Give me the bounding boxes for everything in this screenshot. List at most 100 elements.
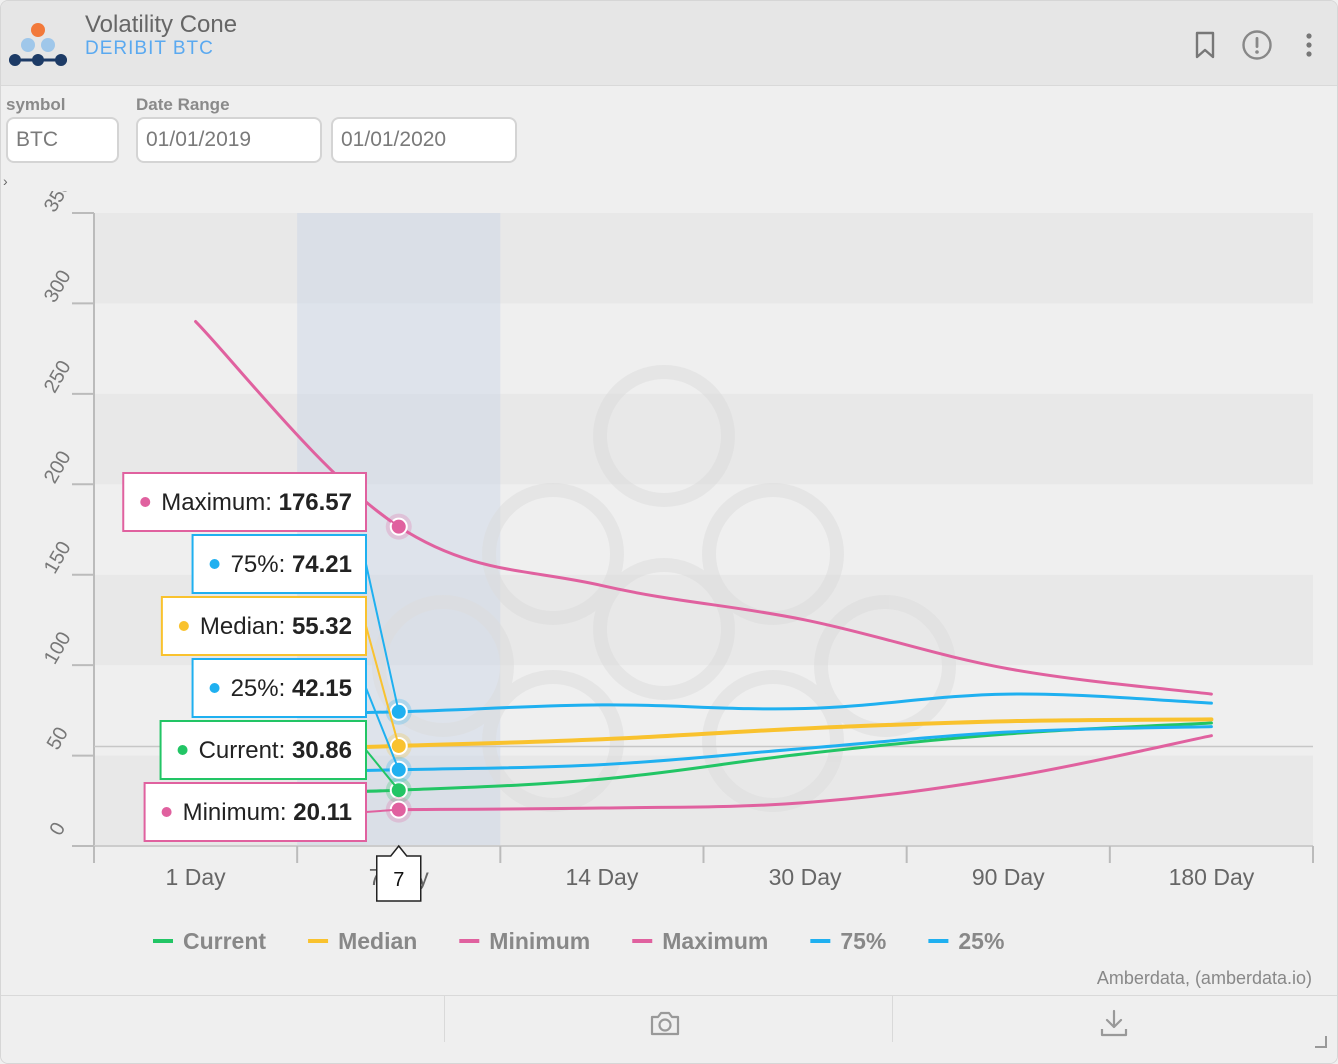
tooltip-dot <box>178 621 189 631</box>
collapse-toggle-chevron-icon[interactable]: › <box>3 173 8 189</box>
tooltip-dot <box>161 807 172 817</box>
tooltip-maximum: Maximum: 176.57 <box>122 472 400 532</box>
tooltip-connector <box>365 749 400 791</box>
series-line-75pct[interactable] <box>194 692 1213 718</box>
bookmark-icon[interactable] <box>1189 29 1221 61</box>
tooltip-value: 176.57 <box>279 489 352 516</box>
tooltip-category-label: 7 <box>393 869 404 891</box>
tooltip-label: Current: <box>199 737 292 764</box>
chart-legend: Current Median Minimum Maximum 75% 25% <box>153 928 1004 954</box>
svg-text:75%: 74.21: 75%: 74.21 <box>231 551 352 578</box>
tooltip-connector <box>365 501 400 528</box>
watermark-logo <box>372 365 956 812</box>
tooltip-connector <box>365 808 399 813</box>
tooltip-category: 7 <box>376 844 422 902</box>
svg-text:Minimum: 20.11: Minimum: 20.11 <box>183 799 352 826</box>
tooltip-dot <box>177 745 188 755</box>
amberdata-logo <box>9 23 67 66</box>
tooltip-category-box <box>376 844 422 902</box>
series-line-minimum[interactable] <box>397 734 1213 812</box>
legend-label: Median <box>338 928 417 954</box>
info-icon[interactable] <box>1241 29 1273 61</box>
tooltip-label: Median: <box>200 613 292 640</box>
tooltip-dot <box>140 497 151 507</box>
svg-text:Median: 55.32: Median: 55.32 <box>200 613 352 640</box>
widget-subtitle: DERIBIT BTC <box>85 38 214 59</box>
legend-label: Current <box>183 928 266 954</box>
legend-item-75pct[interactable]: 75% <box>810 928 886 954</box>
footer-divider <box>892 996 893 1042</box>
tooltip-25pct: 25%: 42.15 <box>191 658 400 771</box>
y-tick-label: 50 <box>43 723 73 753</box>
x-tick-label: 1 Day <box>166 864 227 890</box>
legend-label: 75% <box>840 928 886 954</box>
resize-handle[interactable] <box>1315 1036 1327 1048</box>
y-tick-label: 300 <box>40 266 76 306</box>
tooltip-label: 75%: <box>231 551 292 578</box>
x-tick-label: 14 Day <box>565 864 638 890</box>
tooltip-label: Maximum: <box>161 489 278 516</box>
tooltip-minimum: Minimum: 20.11 <box>143 782 399 842</box>
tooltip-label: 25%: <box>231 675 292 702</box>
tooltip-connector <box>365 625 400 747</box>
date-range-label: Date Range <box>136 95 230 114</box>
svg-text:25%: 42.15: 25%: 42.15 <box>231 675 352 702</box>
tooltip-box <box>191 534 367 594</box>
tooltip-value: 42.15 <box>292 675 352 702</box>
tooltip-dot <box>209 683 220 693</box>
tooltip-value: 74.21 <box>292 551 352 578</box>
tooltip-connector <box>365 563 400 713</box>
tooltip-75pct: 75%: 74.21 <box>191 534 400 713</box>
tooltip-layer: Maximum: 176.57 75%: 74.21 Median: 55.32 25… <box>122 472 422 902</box>
svg-text:Current: 30.86: Current: 30.86 <box>199 737 352 764</box>
x-tick-label: 180 Day <box>1169 864 1255 890</box>
tooltip-value: 55.32 <box>292 613 352 640</box>
tooltip-box <box>191 658 367 718</box>
legend-label: Maximum <box>662 928 768 954</box>
start-date-input[interactable] <box>136 117 322 163</box>
legend-item-maximum[interactable]: Maximum <box>632 928 768 954</box>
legend-label: Minimum <box>489 928 590 954</box>
plot-band <box>94 393 1313 485</box>
tooltip-current: Current: 30.86 <box>159 720 400 791</box>
more-vertical-icon[interactable] <box>1293 29 1325 61</box>
y-tick-label: 100 <box>40 628 76 668</box>
legend-item-minimum[interactable]: Minimum <box>459 928 590 954</box>
chart-credits[interactable]: Amberdata, (amberdata.io) <box>1097 968 1312 988</box>
series-line-25pct[interactable] <box>194 725 1213 776</box>
svg-text:Maximum: 176.57: Maximum: 176.57 <box>161 489 352 516</box>
y-tick-label: 350 <box>40 191 76 216</box>
tooltip-connector <box>365 687 400 771</box>
x-tick-label: 30 Day <box>769 864 842 890</box>
legend-item-25pct[interactable]: 25% <box>928 928 1004 954</box>
download-icon[interactable] <box>1097 1006 1131 1040</box>
y-tick-label: 200 <box>40 447 76 487</box>
widget-footer <box>1 995 1337 1063</box>
legend-label: 25% <box>958 928 1004 954</box>
plot-band <box>94 213 1313 304</box>
tooltip-box <box>122 472 367 532</box>
widget-header: Volatility Cone DERIBIT BTC <box>1 1 1337 86</box>
tooltip-dot <box>209 559 220 569</box>
y-tick-label: 150 <box>40 538 76 578</box>
tooltip-label: Minimum: <box>183 799 294 826</box>
end-date-input[interactable] <box>331 117 517 163</box>
tooltip-median: Median: 55.32 <box>160 596 400 747</box>
camera-icon[interactable] <box>648 1006 682 1040</box>
legend-item-median[interactable]: Median <box>308 928 417 954</box>
widget-title: Volatility Cone <box>85 11 238 38</box>
legend-item-current[interactable]: Current <box>153 928 266 954</box>
series-line-median[interactable] <box>193 717 1214 754</box>
tooltip-value: 30.86 <box>292 737 352 764</box>
y-tick-label: 0 <box>45 819 70 840</box>
tooltip-value: 20.11 <box>293 799 352 826</box>
tooltip-box <box>143 782 367 842</box>
x-tick-label: 90 Day <box>972 864 1045 890</box>
symbol-label: symbol <box>6 95 66 114</box>
symbol-input[interactable] <box>6 117 119 163</box>
footer-divider <box>444 996 445 1042</box>
y-tick-label: 250 <box>40 357 76 397</box>
